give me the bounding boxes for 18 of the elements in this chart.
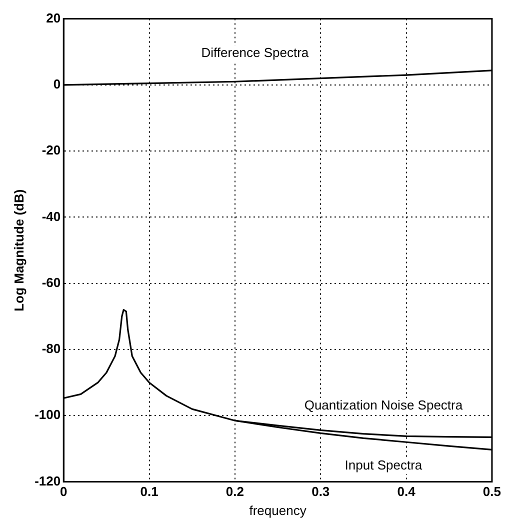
y-tick-label: 20 — [46, 10, 61, 26]
y-tick-label: -40 — [42, 208, 61, 224]
y-tick-label: -20 — [42, 142, 61, 158]
x-tick-label: 0.3 — [312, 484, 330, 500]
x-axis-title: frequency — [249, 502, 307, 518]
y-tick-label: 0 — [53, 76, 61, 92]
x-tick-label: 0.2 — [226, 484, 244, 500]
x-tick-label: 0.1 — [140, 484, 158, 500]
series-label: Quantization Noise Spectra — [304, 397, 464, 412]
series-label: Input Spectra — [344, 458, 423, 473]
x-tick-label: 0.5 — [482, 484, 502, 500]
y-tick-label: -100 — [34, 407, 61, 422]
x-tick-label: 0.4 — [397, 484, 416, 500]
y-axis-title: Log Magnitude (dB) — [11, 189, 26, 312]
y-tick-label: -80 — [42, 341, 61, 356]
series-label: Difference Spectra — [201, 45, 310, 60]
y-tick-label: -60 — [42, 274, 61, 290]
y-tick-label: -120 — [34, 473, 61, 488]
